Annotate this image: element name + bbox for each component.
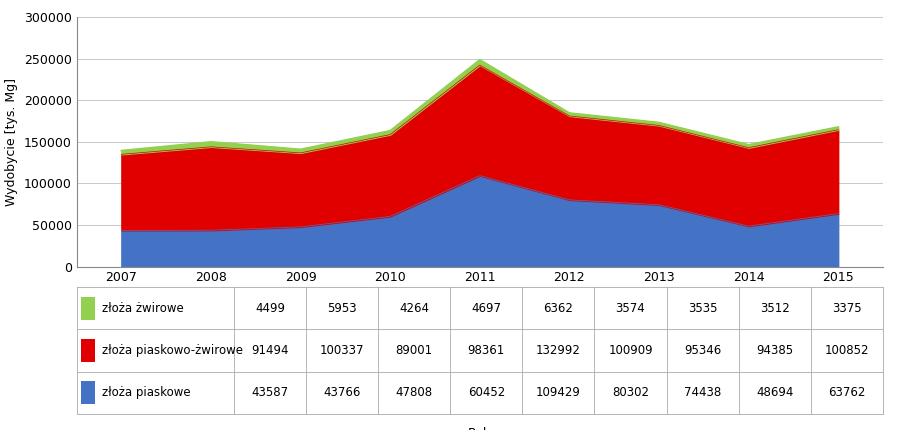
Bar [80,381,96,404]
Text: 100909: 100909 [608,344,653,357]
Text: 43766: 43766 [323,386,360,399]
Text: 3574: 3574 [615,302,645,315]
Text: 48694: 48694 [756,386,794,399]
Text: złoża piaskowo-żwirowe: złoża piaskowo-żwirowe [102,344,242,357]
Bar [80,339,96,362]
Text: 89001: 89001 [396,344,432,357]
Text: 4499: 4499 [255,302,285,315]
Text: 95346: 95346 [684,344,722,357]
Text: 4264: 4264 [399,302,429,315]
Text: 60452: 60452 [468,386,505,399]
Text: 100337: 100337 [320,344,364,357]
Text: 43587: 43587 [251,386,288,399]
Y-axis label: Wydobycie [tys. Mg]: Wydobycie [tys. Mg] [5,78,18,206]
Text: 63762: 63762 [828,386,866,399]
Text: 3375: 3375 [833,302,861,315]
Text: 80302: 80302 [612,386,649,399]
Text: 109429: 109429 [536,386,581,399]
Text: 132992: 132992 [536,344,581,357]
Text: 3512: 3512 [760,302,789,315]
Text: złoża żwirowe: złoża żwirowe [102,302,183,315]
Text: 94385: 94385 [756,344,794,357]
Text: 6362: 6362 [543,302,573,315]
Text: 4697: 4697 [471,302,501,315]
Text: 3535: 3535 [687,302,717,315]
Text: 91494: 91494 [251,344,288,357]
Bar [80,297,96,320]
Text: 98361: 98361 [468,344,505,357]
Text: 5953: 5953 [327,302,357,315]
Text: złoża piaskowe: złoża piaskowe [102,386,190,399]
Text: 100852: 100852 [824,344,869,357]
Text: 47808: 47808 [396,386,432,399]
Text: Rok: Rok [469,427,491,430]
Text: 74438: 74438 [684,386,722,399]
